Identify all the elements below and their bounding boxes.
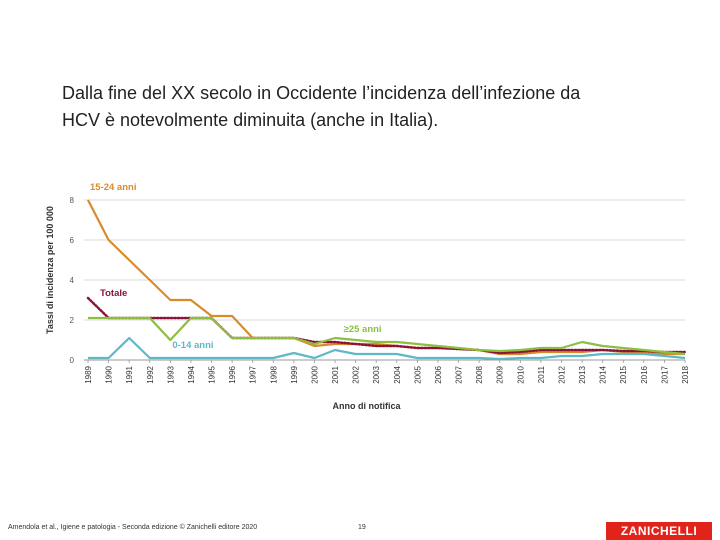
x-tick-label-1992: 1992: [146, 365, 155, 383]
x-tick-label-2008: 2008: [475, 365, 484, 383]
x-tick-label-1993: 1993: [166, 365, 175, 383]
y-tick-label-8: 8: [70, 196, 75, 205]
series-label-3: 0-14 anni: [172, 340, 213, 351]
y-tick-label-2: 2: [70, 316, 75, 325]
x-tick-label-2014: 2014: [599, 365, 608, 383]
x-tick-label-1998: 1998: [269, 365, 278, 383]
x-tick-label-2017: 2017: [660, 365, 669, 383]
series-line-2: [88, 316, 686, 356]
publisher-logo: ZANICHELLI: [606, 522, 712, 540]
slide-text-line-2: HCV è notevolmente diminuita (anche in I…: [62, 110, 439, 130]
x-tick-label-1994: 1994: [187, 365, 196, 383]
x-tick-label-1995: 1995: [208, 365, 217, 383]
x-tick-label-1999: 1999: [290, 365, 299, 383]
x-tick-label-2011: 2011: [537, 365, 546, 383]
x-tick-label-2006: 2006: [434, 365, 443, 383]
series-label-1: Totale: [100, 288, 127, 299]
series-line-3: [88, 336, 686, 361]
x-tick-label-1997: 1997: [249, 365, 258, 383]
x-tick-label-2010: 2010: [516, 365, 525, 383]
footer-citation: Amendola et al., Igiene e patologia - Se…: [8, 524, 258, 531]
x-tick-label-2007: 2007: [455, 365, 464, 383]
x-axis-label: Anno di notifica: [333, 401, 402, 411]
y-axis-label: Tassi di incidenza per 100 000: [45, 206, 55, 334]
x-tick-label-2015: 2015: [619, 365, 628, 383]
page-number: 19: [358, 524, 366, 531]
x-tick-label-2009: 2009: [496, 365, 505, 383]
y-tick-label-0: 0: [70, 356, 75, 365]
series-label-0: 15-24 anni: [90, 182, 136, 193]
series-line-1: [86, 296, 687, 355]
y-tick-label-4: 4: [70, 276, 75, 285]
x-tick-label-2002: 2002: [352, 365, 361, 383]
y-tick-label-6: 6: [70, 236, 75, 245]
x-tick-label-2013: 2013: [578, 365, 587, 383]
slide-body-text: Dalla fine del XX secolo in Occidente l’…: [62, 80, 662, 134]
x-tick-label-2016: 2016: [640, 365, 649, 383]
x-tick-label-2000: 2000: [310, 365, 319, 383]
x-tick-label-2005: 2005: [413, 365, 422, 383]
x-tick-label-2004: 2004: [393, 365, 402, 383]
x-tick-label-1990: 1990: [105, 365, 114, 383]
x-tick-label-2001: 2001: [331, 365, 340, 383]
incidence-line-chart: 0 2 4 6 8 Tassi di incidenza per 100 000 1989 1…: [45, 182, 690, 411]
x-tick-label-1996: 1996: [228, 365, 237, 383]
series-label-2: ≥25 anni: [344, 324, 382, 335]
x-tick-label-1989: 1989: [84, 365, 93, 383]
x-tick-label-2012: 2012: [557, 365, 566, 383]
x-tick-label-2018: 2018: [681, 365, 690, 383]
x-tick-label-2003: 2003: [372, 365, 381, 383]
x-tick-label-1991: 1991: [125, 365, 134, 383]
slide-text-line-1: Dalla fine del XX secolo in Occidente l’…: [62, 83, 581, 103]
